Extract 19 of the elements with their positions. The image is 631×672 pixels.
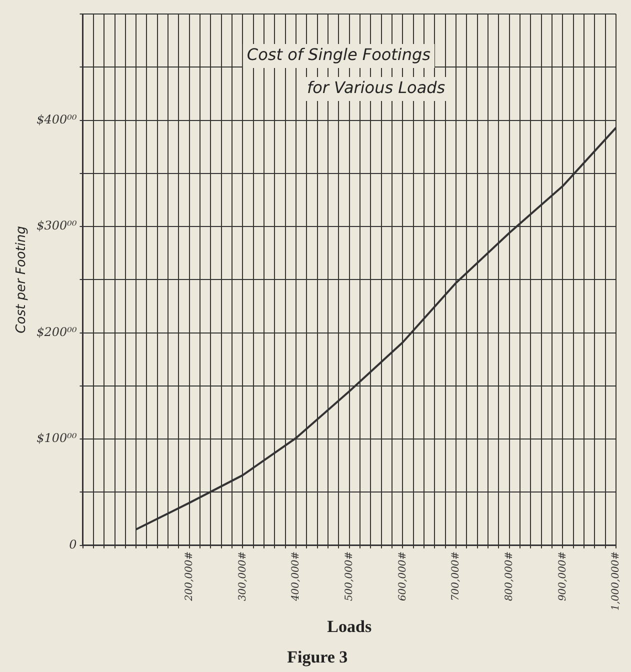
- text: Cost of Single Footings: [246, 45, 431, 64]
- x-tick-label: 600,000#: [397, 551, 408, 602]
- x-tick-label: 900,000#: [557, 551, 568, 602]
- x-axis-title: Loads: [327, 617, 372, 636]
- y-tick-label: 0: [69, 537, 78, 552]
- x-tick-label: 400,000#: [290, 551, 302, 602]
- y-tick-label: $100⁰⁰: [36, 431, 77, 446]
- x-tick-label: 300,000#: [237, 551, 248, 602]
- x-tick-label: 1,000,000#: [610, 551, 622, 611]
- x-tick-label: 200,000#: [184, 551, 195, 602]
- text: for Various Loads: [306, 78, 446, 98]
- y-tick-label: $400⁰⁰: [36, 112, 77, 126]
- y-tick-label: $300⁰⁰: [36, 218, 77, 233]
- x-tick-label: 700,000#: [450, 551, 462, 602]
- caption: Figure 3: [287, 647, 348, 666]
- y-axis-title: Cost per Footing: [14, 226, 30, 334]
- x-tick-label: 800,000#: [504, 551, 515, 602]
- y-tick-label: $200⁰⁰: [36, 324, 77, 339]
- x-tick-label: 500,000#: [344, 551, 355, 602]
